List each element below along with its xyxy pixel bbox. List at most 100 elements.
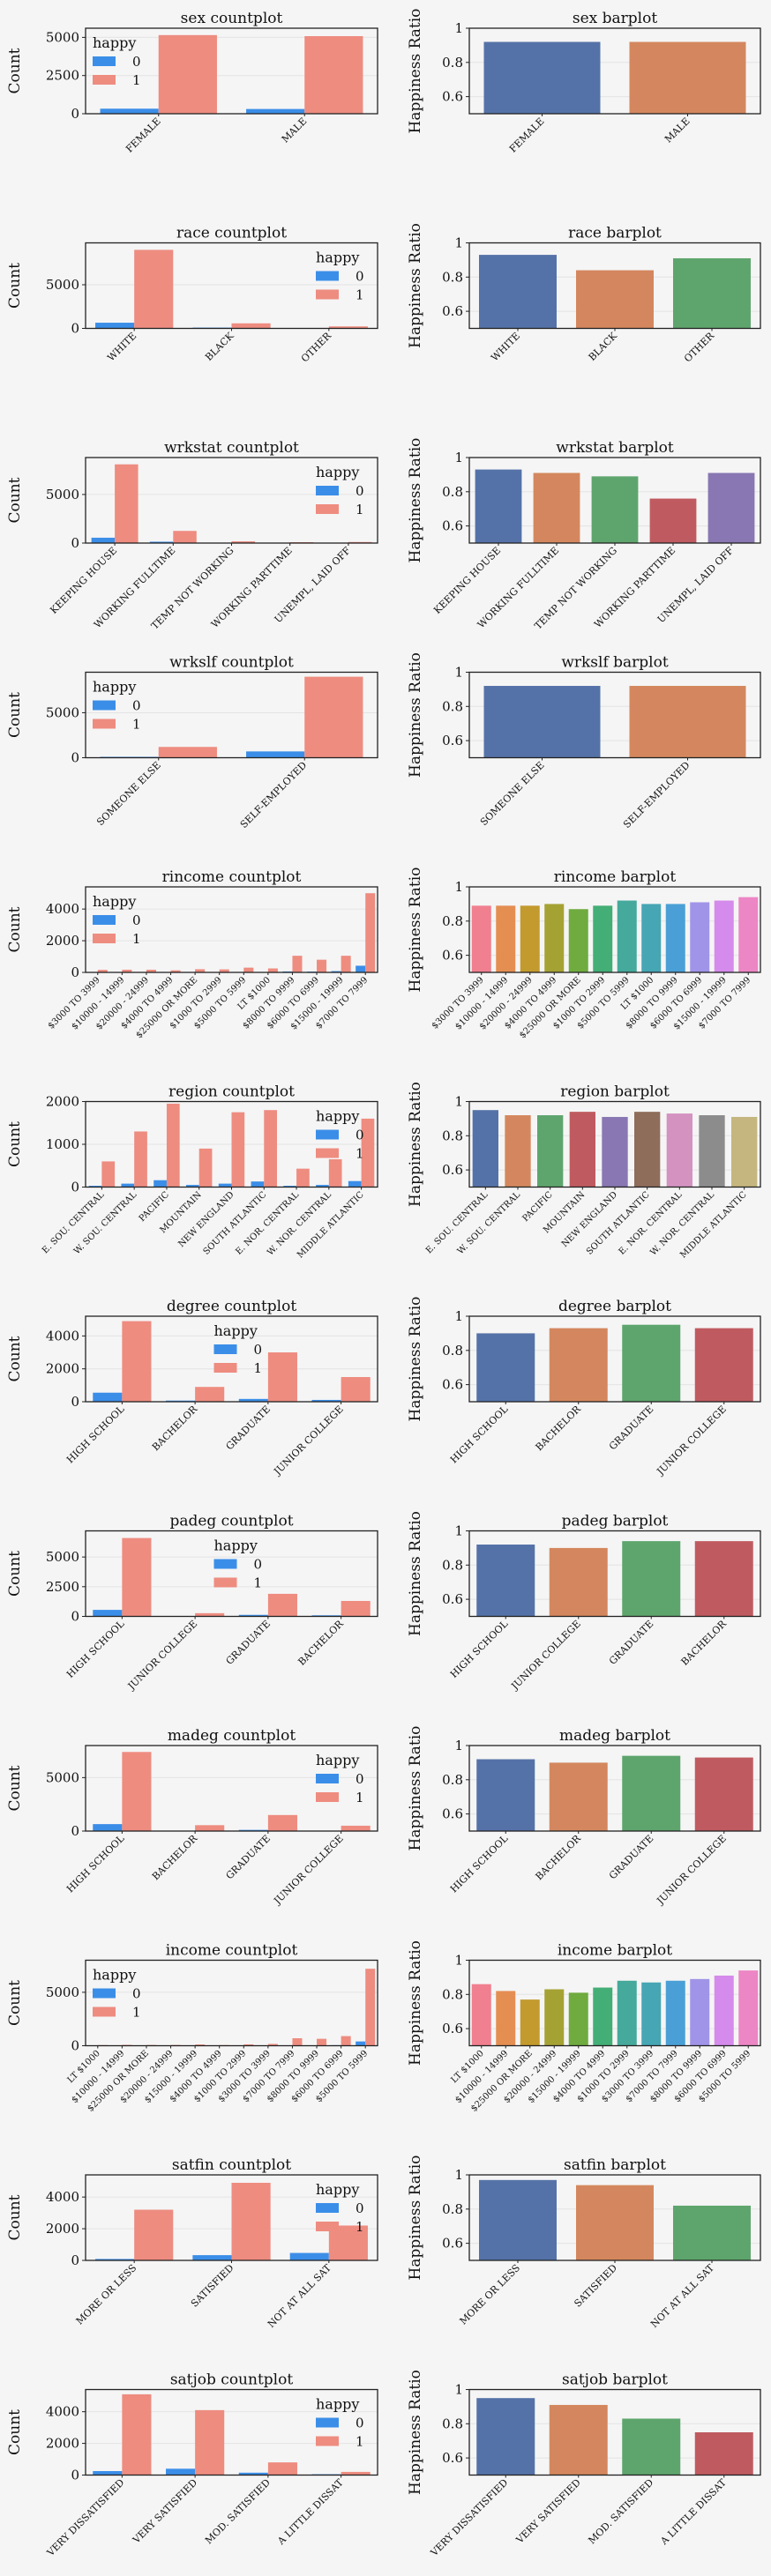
chart-title: race barplot — [568, 225, 662, 242]
bar-1 — [550, 2405, 608, 2475]
y-tick-label: 5000 — [46, 487, 79, 503]
bar-happy-1-5 — [264, 1110, 277, 1187]
bar-7 — [641, 1983, 661, 2046]
y-axis-label: Happiness Ratio — [407, 652, 424, 778]
legend-label-1: 1 — [356, 2434, 364, 2450]
legend-label-1: 1 — [254, 1360, 263, 1376]
chart-satfin-bar: 0.60.81MORE OR LESS SATISFIED NOT AT ALL S… — [407, 2155, 760, 2330]
y-tick-label: 5000 — [46, 277, 79, 293]
y-tick-label: 0 — [71, 1394, 79, 1410]
chart-title: wrkstat barplot — [556, 439, 674, 457]
x-tick-label: SOUTH ATLANTIC — [585, 1190, 652, 1257]
legend-label-0: 0 — [356, 1128, 364, 1143]
bar-happy-1-2 — [268, 1352, 297, 1402]
bar-happy-0-1 — [192, 2255, 231, 2260]
x-tick-label: BACHELOR — [296, 1618, 346, 1668]
chart-title: padeg countplot — [169, 1513, 293, 1530]
legend-title: happy — [316, 2181, 359, 2198]
chart-wrkslf-count: 05000SOMEONE ELSE SELF-EMPLOYEDwrkslf cou… — [6, 654, 378, 830]
x-tick-label: GRADUATE — [607, 1403, 655, 1452]
x-tick-label: HIGH SCHOOL — [448, 1832, 511, 1895]
chart-race-count: 05000WHITE BLACK OTHERrace countplotCounth… — [6, 225, 378, 365]
bar-8 — [731, 1117, 757, 1187]
bar-3 — [544, 1989, 564, 2045]
y-tick-label: 1 — [454, 1308, 463, 1324]
y-tick-label: 5000 — [46, 704, 79, 720]
y-tick-label: 0.8 — [442, 913, 463, 929]
y-axis-label: Count — [6, 1121, 24, 1167]
x-tick-label: E. NOR. CENTRAL — [618, 1190, 685, 1257]
chart-sex-bar: 0.60.81FEMALE MALEsex barplotHappiness Ra… — [407, 9, 760, 155]
y-tick-label: 0.8 — [442, 1128, 463, 1143]
x-tick-label: JUNIOR COLLEGE — [508, 1618, 582, 1692]
chart-title: race countplot — [176, 225, 287, 242]
legend-label-0: 0 — [254, 1557, 263, 1573]
x-tick-label: NEW ENGLAND — [560, 1190, 619, 1249]
y-tick-label: 4000 — [46, 1328, 79, 1344]
bar-10 — [715, 901, 734, 972]
y-axis-label: Count — [6, 1765, 24, 1811]
bar-happy-1-0 — [159, 747, 217, 757]
bar-1 — [496, 905, 515, 972]
y-axis-label: Count — [6, 1980, 24, 2026]
bar-happy-1-1 — [195, 1387, 224, 1402]
bar-happy-1-1 — [195, 1825, 224, 1831]
y-tick-label: 0.8 — [442, 269, 463, 285]
legend-swatch-0 — [316, 272, 339, 281]
legend-swatch-0 — [93, 56, 116, 66]
x-tick-label: GRADUATE — [223, 1618, 272, 1666]
x-tick-label: VERY DISSATISFIED — [428, 2476, 511, 2559]
legend-swatch-1 — [316, 290, 339, 300]
x-tick-label: MOD. SATISFIED — [586, 2476, 655, 2546]
x-tick-label: W. SOU. CENTRAL — [72, 1190, 139, 1257]
chart-title: satfin barplot — [564, 2156, 666, 2174]
bar-4 — [602, 1117, 627, 1187]
x-tick-label: W. NOR. CENTRAL — [648, 1190, 716, 1258]
x-tick-label: MOD. SATISFIED — [203, 2476, 273, 2546]
bar-happy-1-0 — [122, 1752, 151, 1831]
bar-happy-1-1 — [173, 531, 196, 543]
legend-title: happy — [214, 1322, 258, 1339]
bar-0 — [473, 1110, 498, 1187]
x-tick-label: MALE — [280, 115, 310, 145]
y-tick-label: 0 — [71, 106, 79, 122]
y-tick-label: 0.6 — [442, 1806, 463, 1822]
y-tick-label: 1 — [454, 1523, 463, 1539]
x-tick-label: OTHER — [682, 330, 717, 365]
y-tick-label: 0.8 — [442, 1557, 463, 1573]
y-axis-label: Count — [6, 48, 24, 93]
bar-happy-1-3 — [341, 1601, 371, 1617]
bar-0 — [476, 2398, 535, 2475]
bar-happy-1-9 — [317, 2039, 326, 2046]
x-tick-label: MALE — [662, 115, 692, 145]
bar-happy-1-3 — [341, 1377, 371, 1402]
chart-title: income countplot — [166, 1942, 298, 1960]
chart-rincome-count: 020004000$3000 TO 3999$10000 - 14999$200… — [6, 868, 378, 1040]
legend-label-1: 1 — [356, 287, 364, 303]
bar-9 — [690, 1979, 709, 2046]
y-tick-label: 1 — [454, 20, 463, 36]
bar-happy-0-11 — [356, 965, 365, 972]
bar-happy-0-2 — [290, 2253, 329, 2260]
legend-label-0: 0 — [132, 698, 141, 714]
chart-wrkstat-bar: 0.60.81KEEPING HOUSEWORKING FULLTIMETEMP… — [407, 438, 760, 632]
bar-7 — [699, 1115, 724, 1187]
bar-happy-0-0 — [93, 1824, 122, 1831]
x-tick-label: MORE OR LESS — [74, 2262, 139, 2327]
bar-0 — [479, 255, 557, 328]
bar-happy-1-1 — [304, 677, 363, 758]
bar-happy-1-0 — [122, 1538, 151, 1617]
y-tick-label: 0.8 — [442, 2416, 463, 2431]
x-tick-label: E. SOU. CENTRAL — [424, 1190, 490, 1256]
x-tick-label: A LITTLE DISSAT — [658, 2476, 730, 2548]
bar-happy-0-0 — [93, 1610, 122, 1616]
y-tick-label: 2000 — [46, 933, 79, 949]
bar-8 — [666, 1981, 685, 2046]
chart-rincome-bar: 0.60.81$3000 TO 3999$10000 - 14999$20000… — [407, 867, 760, 1041]
chart-title: rincome barplot — [554, 868, 677, 886]
bar-3 — [695, 2432, 753, 2475]
bar-2 — [673, 258, 751, 329]
y-tick-label: 0.6 — [442, 2236, 463, 2252]
x-tick-label: HIGH SCHOOL — [64, 1618, 127, 1680]
